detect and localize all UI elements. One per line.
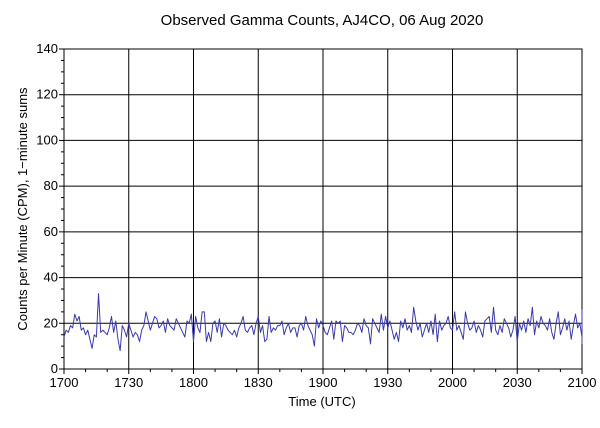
- x-tick-label: 1930: [373, 375, 402, 390]
- y-tick-label: 0: [51, 361, 58, 376]
- y-tick-label: 140: [36, 41, 58, 56]
- x-tick-label: 2000: [438, 375, 467, 390]
- x-axis-label: Time (UTC): [288, 394, 355, 409]
- y-tick-label: 100: [36, 132, 58, 147]
- x-tick-label: 1900: [309, 375, 338, 390]
- grid: [64, 49, 582, 369]
- x-tick-label: 1800: [179, 375, 208, 390]
- series-group: [63, 293, 583, 352]
- x-tick-label: 1730: [114, 375, 143, 390]
- y-axis-ticks: 0 20 40 60 80 100 120 140: [36, 41, 64, 376]
- x-tick-label: 1830: [244, 375, 273, 390]
- y-tick-label: 120: [36, 87, 58, 102]
- y-tick-label: 40: [44, 270, 58, 285]
- y-tick-label: 60: [44, 224, 58, 239]
- x-tick-label: 2030: [503, 375, 532, 390]
- x-axis-ticks: 1700 1730 1800 1830 1900 1930 2000 2030 2100: [50, 369, 597, 390]
- series-line-0: [63, 293, 583, 352]
- x-tick-label: 1700: [50, 375, 79, 390]
- y-tick-label: 80: [44, 178, 58, 193]
- y-axis-label: Counts per Minute (CPM), 1−minute sums: [15, 87, 30, 331]
- x-tick-label: 2100: [568, 375, 597, 390]
- y-tick-label: 20: [44, 315, 58, 330]
- chart-title: Observed Gamma Counts, AJ4CO, 06 Aug 202…: [161, 12, 484, 29]
